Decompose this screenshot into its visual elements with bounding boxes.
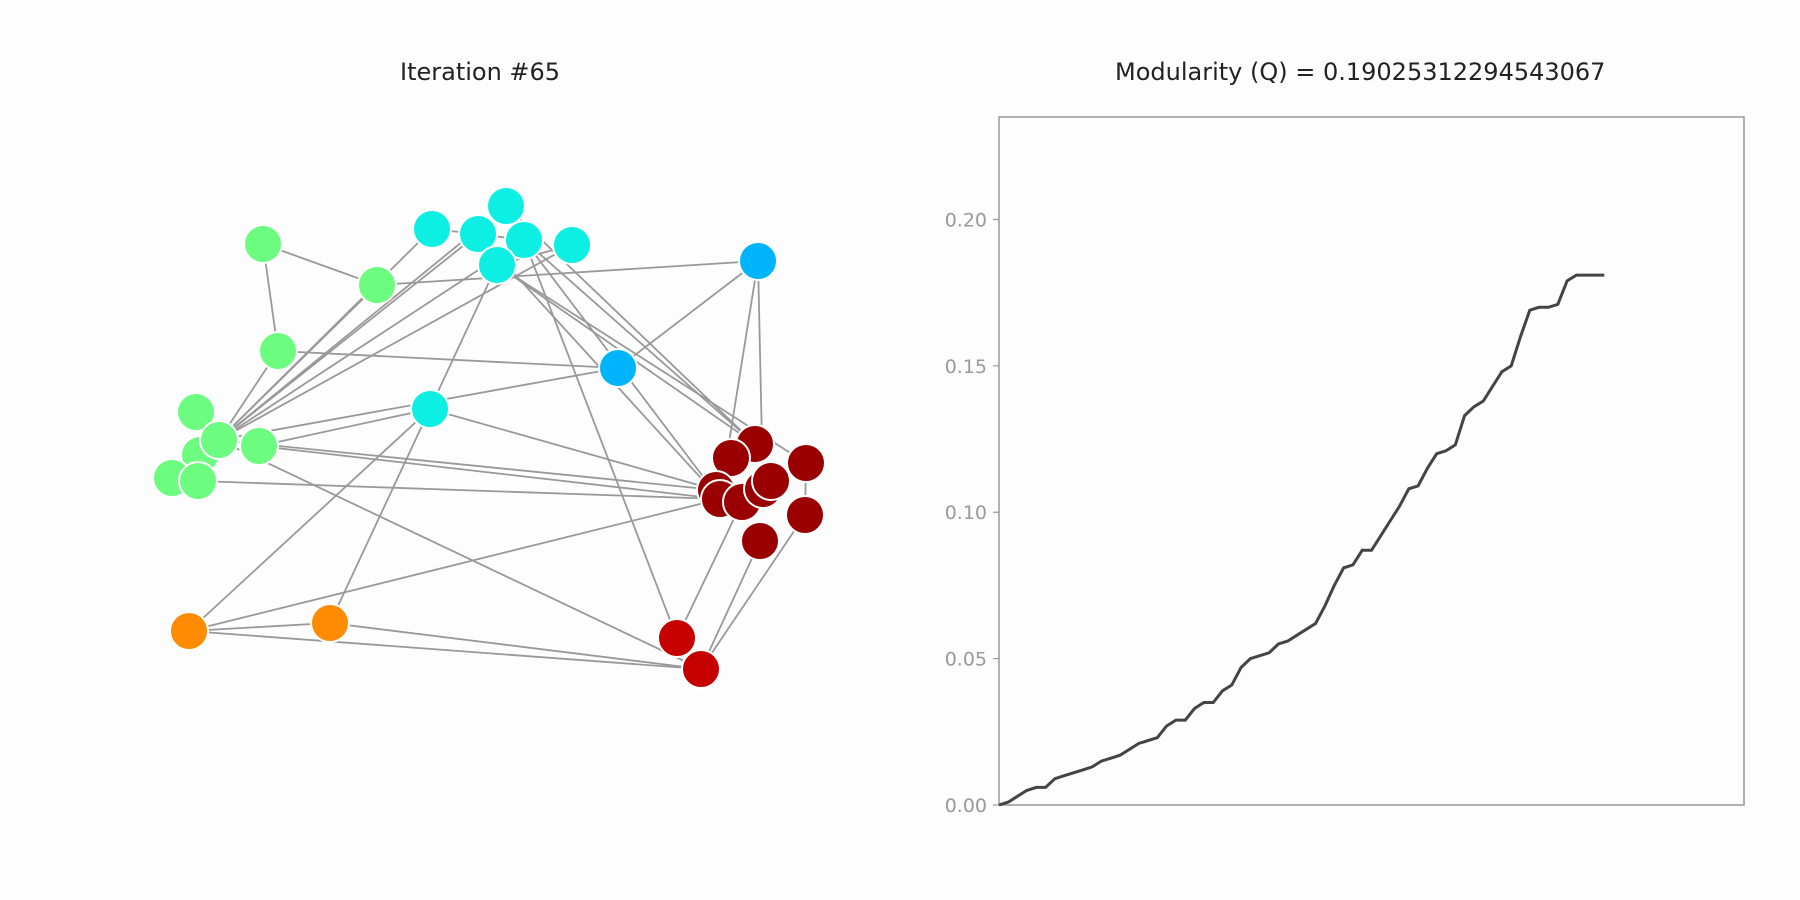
network-graph [152,186,826,689]
plot-frame [998,116,1745,806]
graph-edge [376,260,759,286]
modularity-chart: 0.00 0.05 0.10 0.15 0.20 [945,116,1745,817]
y-axis-ticks: 0.00 0.05 0.10 0.15 0.20 [945,209,999,817]
graph-edge [617,260,759,369]
graph-edge [218,228,433,441]
graph-node-cyan [458,214,498,254]
modularity-line [998,273,1605,807]
graph-edge [429,408,717,491]
graph-node-red [657,618,697,658]
graph-node-green [258,331,298,371]
graph-edge [188,622,331,632]
graph-node-darkred [740,521,780,561]
graph-node-blue [598,348,638,388]
graph-edge [188,498,721,632]
graph-node-green [199,420,239,460]
y-tick-label: 0.00 [945,795,987,817]
graph-node-green [176,392,216,432]
graph-node-green [178,461,218,501]
y-tick-label: 0.05 [945,649,987,671]
graph-edge [218,439,717,491]
graph-node-green [239,426,279,466]
graph-node-darkred [751,461,791,501]
y-tick-label: 0.10 [945,502,987,524]
graph-edge [218,205,507,441]
chart-title: Modularity (Q) = 0.19025312294543067 [1115,58,1606,86]
graph-node-blue [738,241,778,281]
graph-edge [188,408,431,632]
graph-edge [258,408,431,447]
graph-node-orange [310,603,350,643]
graph-node-green [243,224,283,264]
graph-node-red [681,649,721,689]
y-tick-label: 0.15 [945,356,987,378]
graph-node-darkred [785,495,825,535]
graph-title: Iteration #65 [400,58,561,86]
graph-edge [218,244,573,441]
graph-edge [676,501,743,639]
graph-edge [523,239,756,445]
graph-edge [218,239,525,441]
graph-edge [258,445,721,500]
graph-edge [700,514,806,670]
graph-edge [523,239,678,639]
graph-node-darkred [786,443,826,483]
graph-node-orange [169,611,209,651]
graph-edge [197,480,721,500]
graph-node-green [357,265,397,305]
graph-edge [277,350,619,369]
graph-edge [329,264,498,624]
graph-node-cyan [486,186,526,226]
graph-node-cyan [552,225,592,265]
graph-edge [700,540,761,670]
graph-edge [329,622,702,670]
y-tick-label: 0.20 [945,209,987,231]
graph-node-cyan [504,220,544,260]
graph-edge [188,630,702,670]
graph-edge [218,439,702,670]
graph-node-cyan [410,389,450,429]
graph-edge [262,243,378,286]
graph-node-cyan [477,245,517,285]
graph-node-cyan [412,209,452,249]
nodes-layer [152,186,826,689]
